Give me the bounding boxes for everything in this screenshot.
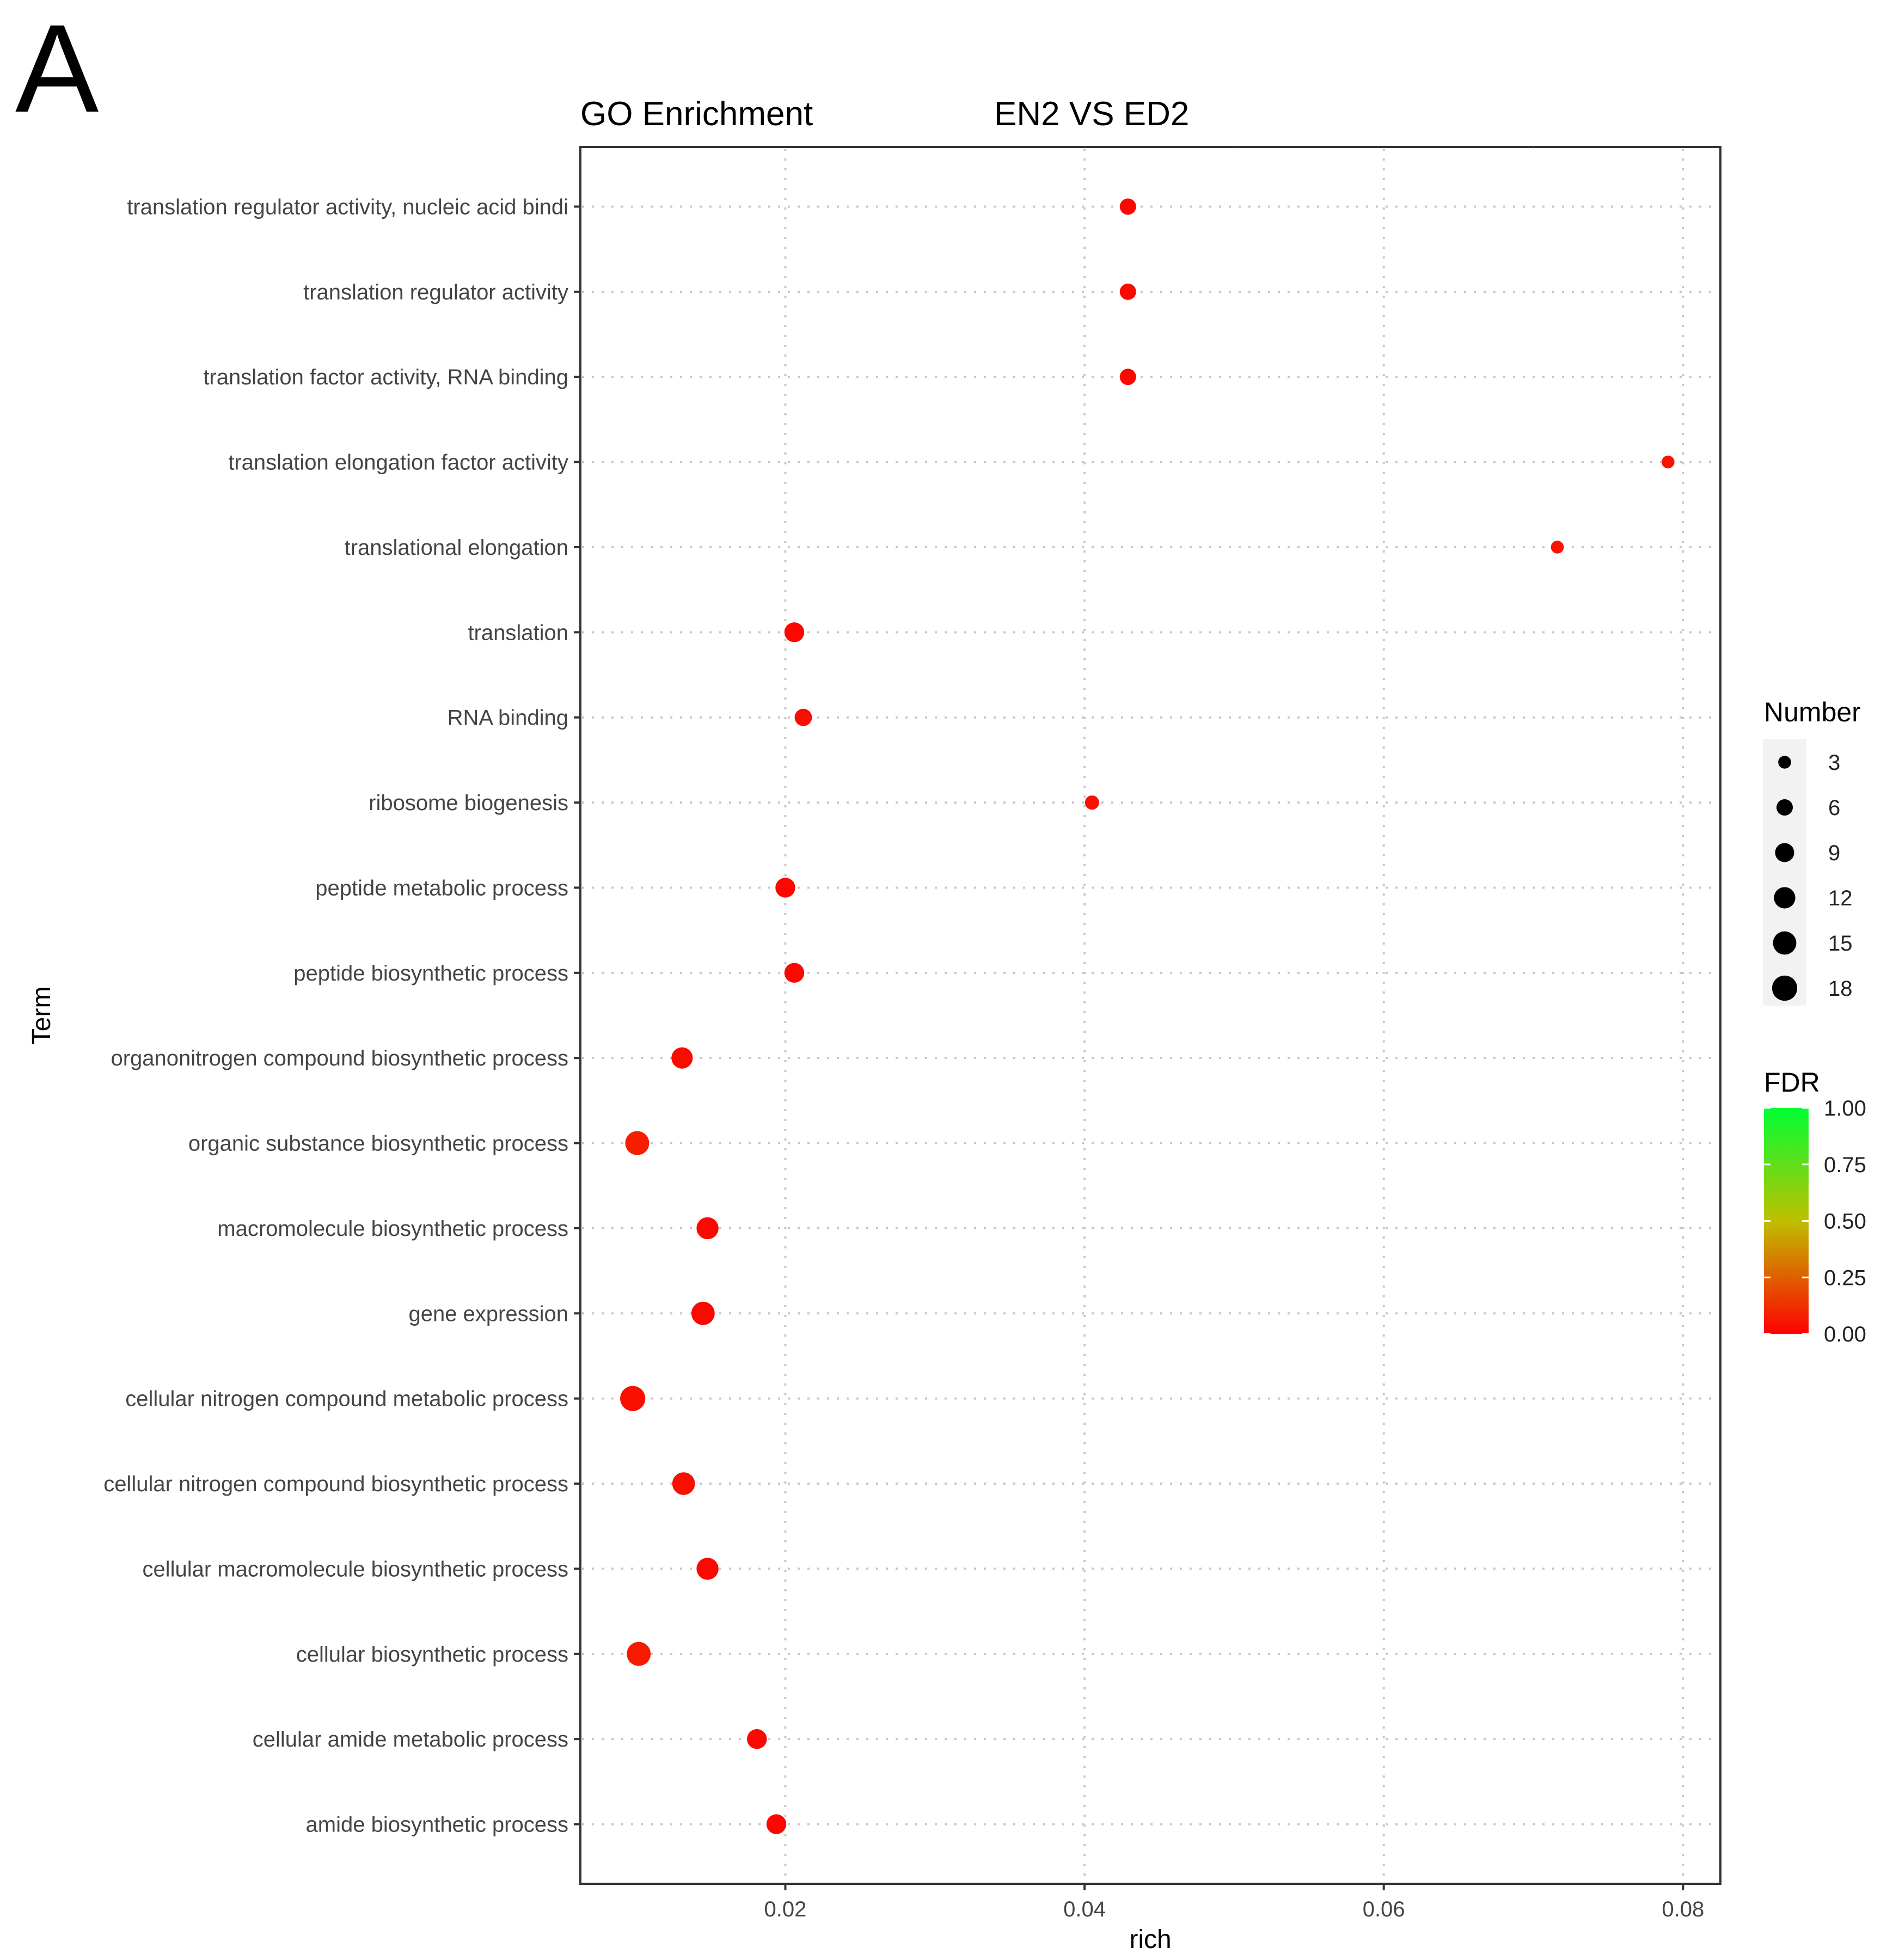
data-point xyxy=(620,1386,646,1411)
y-axis-title: Term xyxy=(27,987,56,1045)
data-point xyxy=(1119,198,1136,215)
term-label: macromolecule biosynthetic process xyxy=(217,1217,568,1241)
size-legend-dot xyxy=(1778,756,1791,769)
size-legend-dot xyxy=(1776,799,1793,816)
data-point xyxy=(775,878,795,898)
data-point xyxy=(696,1217,719,1240)
size-legend-label: 12 xyxy=(1828,886,1853,910)
term-label: organonitrogen compound biosynthetic pro… xyxy=(111,1046,568,1070)
term-label: cellular amide metabolic process xyxy=(253,1728,568,1751)
size-legend-label: 9 xyxy=(1828,841,1840,865)
colorbar-label: 0.25 xyxy=(1824,1266,1866,1290)
colorbar-label: 1.00 xyxy=(1824,1097,1866,1120)
data-point xyxy=(1551,541,1564,554)
data-point xyxy=(672,1472,695,1495)
term-label: translation factor activity, RNA binding xyxy=(203,365,568,389)
data-point xyxy=(1085,795,1099,810)
chart-title-left: GO Enrichment xyxy=(580,95,813,133)
data-point xyxy=(627,1641,651,1666)
color-legend: FDR 1.00 0.75 0.50 0.25 0.00 xyxy=(1764,1067,1866,1346)
x-tick-label: 0.08 xyxy=(1662,1897,1704,1921)
chart-title-right: EN2 VS ED2 xyxy=(994,95,1189,133)
data-point xyxy=(691,1301,715,1325)
data-point xyxy=(696,1558,719,1580)
term-label: cellular biosynthetic process xyxy=(296,1643,568,1667)
data-point xyxy=(766,1814,787,1834)
data-point xyxy=(1662,455,1675,469)
x-tick-label: 0.04 xyxy=(1063,1897,1106,1921)
colorbar-label: 0.50 xyxy=(1824,1210,1866,1234)
term-label: cellular macromolecule biosynthetic proc… xyxy=(142,1557,568,1581)
term-label: peptide metabolic process xyxy=(315,876,568,900)
size-legend-dot xyxy=(1773,931,1797,955)
data-point xyxy=(671,1047,693,1069)
colorbar-label: 0.75 xyxy=(1824,1153,1866,1177)
term-label: translational elongation xyxy=(345,536,568,560)
data-points xyxy=(620,198,1675,1834)
data-point xyxy=(1119,283,1136,300)
data-point xyxy=(784,622,805,642)
term-label: cellular nitrogen compound biosynthetic … xyxy=(103,1472,568,1496)
size-legend-key-background xyxy=(1763,739,1806,1006)
size-legend-dot xyxy=(1772,975,1798,1001)
size-legend-label: 18 xyxy=(1828,977,1853,1001)
color-legend-title: FDR xyxy=(1764,1067,1820,1098)
panel-letter: A xyxy=(15,0,99,138)
y-axis-terms: translation regulator activity, nucleic … xyxy=(103,195,580,1837)
size-legend-label: 3 xyxy=(1828,751,1840,775)
size-legend-dot xyxy=(1775,843,1794,862)
term-label: cellular nitrogen compound metabolic pro… xyxy=(125,1387,568,1411)
size-legend-label: 15 xyxy=(1828,932,1853,955)
size-legend-dot xyxy=(1774,887,1796,909)
data-point xyxy=(784,963,805,983)
term-label: organic substance biosynthetic process xyxy=(188,1132,568,1156)
x-axis-title: rich xyxy=(1129,1925,1171,1954)
x-axis-ticks: 0.02 0.04 0.06 0.08 xyxy=(764,1884,1704,1921)
size-legend-label: 6 xyxy=(1828,796,1840,820)
colorbar-label: 0.00 xyxy=(1824,1322,1866,1346)
term-label: translation elongation factor activity xyxy=(228,451,568,475)
term-label: amide biosynthetic process xyxy=(306,1813,568,1837)
term-label: RNA binding xyxy=(448,706,568,730)
size-legend-title: Number xyxy=(1764,697,1861,727)
data-point xyxy=(794,708,812,726)
term-label: translation xyxy=(468,621,568,645)
data-point xyxy=(625,1131,650,1155)
term-label: peptide biosynthetic process xyxy=(293,961,568,985)
term-label: translation regulator activity xyxy=(303,280,568,304)
term-label: gene expression xyxy=(408,1302,568,1326)
x-tick-label: 0.02 xyxy=(764,1897,807,1921)
data-point xyxy=(747,1729,767,1749)
term-label: translation regulator activity, nucleic … xyxy=(127,195,568,219)
fdr-colorbar xyxy=(1764,1108,1809,1334)
term-label: ribosome biogenesis xyxy=(369,791,568,815)
data-point xyxy=(1119,369,1136,385)
grid-lines xyxy=(582,149,1719,1882)
size-legend: Number 3 6 9 12 15 18 xyxy=(1763,697,1861,1006)
x-tick-label: 0.06 xyxy=(1363,1897,1405,1921)
plot-panel xyxy=(579,146,1721,1885)
